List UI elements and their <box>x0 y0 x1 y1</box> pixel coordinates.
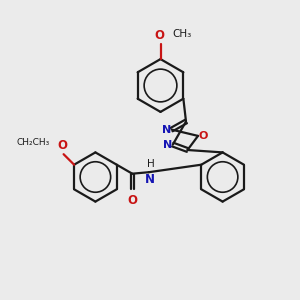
Text: H: H <box>147 159 154 169</box>
Text: O: O <box>57 139 68 152</box>
Text: N: N <box>163 140 172 150</box>
Text: CH₃: CH₃ <box>172 29 191 39</box>
Text: N: N <box>145 173 155 186</box>
Text: O: O <box>154 29 164 42</box>
Text: O: O <box>198 131 208 141</box>
Text: O: O <box>127 194 137 206</box>
Text: N: N <box>162 124 171 135</box>
Text: CH₂CH₃: CH₂CH₃ <box>17 138 50 147</box>
